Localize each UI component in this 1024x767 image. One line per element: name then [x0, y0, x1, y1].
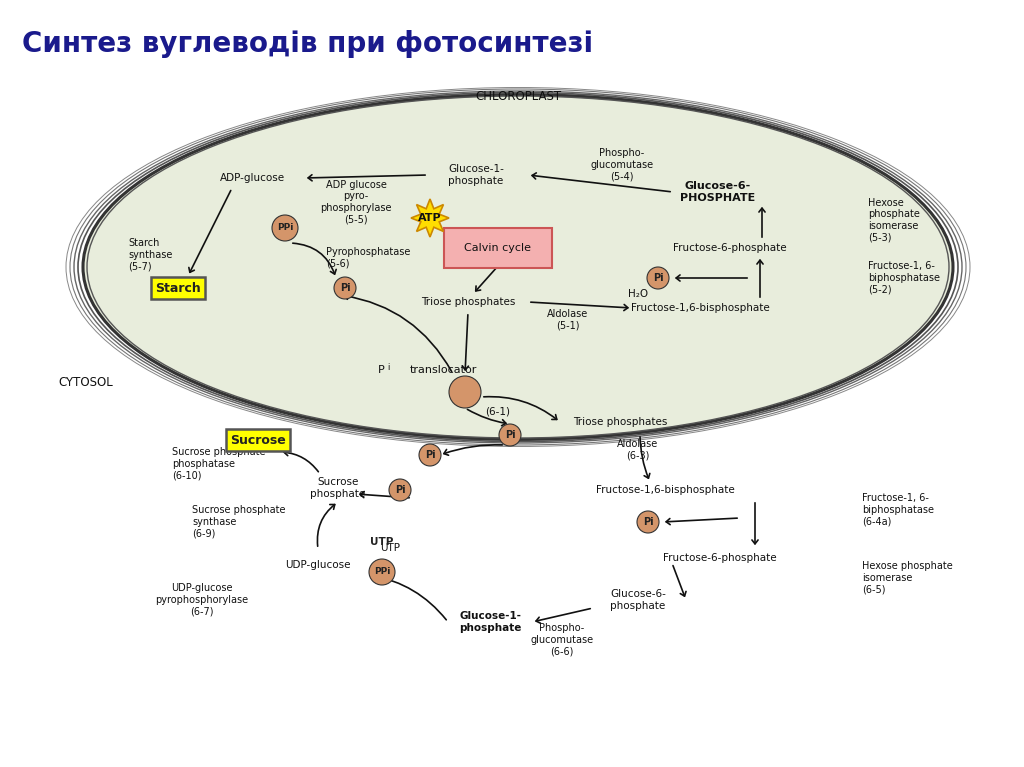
Text: Aldolase
(5-1): Aldolase (5-1)	[548, 309, 589, 331]
Circle shape	[647, 267, 669, 289]
Text: Triose phosphates: Triose phosphates	[421, 297, 515, 307]
Text: Calvin cycle: Calvin cycle	[465, 243, 531, 253]
Text: i: i	[387, 364, 389, 373]
Text: Glucose-1-
phosphate: Glucose-1- phosphate	[449, 164, 504, 186]
Circle shape	[449, 376, 481, 408]
Text: Pi: Pi	[425, 450, 435, 460]
Text: UDP-glucose: UDP-glucose	[286, 560, 351, 570]
Text: Fructose-1,6-bisphosphate: Fructose-1,6-bisphosphate	[631, 303, 769, 313]
Text: Aldolase
(6-3): Aldolase (6-3)	[617, 439, 658, 461]
Text: Pi: Pi	[643, 517, 653, 527]
Text: translocator: translocator	[410, 365, 477, 375]
Text: Pi: Pi	[340, 283, 350, 293]
Text: Fructose-6-phosphate: Fructose-6-phosphate	[664, 553, 777, 563]
Text: Glucose-6-
PHOSPHATE: Glucose-6- PHOSPHATE	[680, 181, 756, 202]
FancyBboxPatch shape	[444, 228, 552, 268]
Text: UDP-glucose
pyrophosphorylase
(6-7): UDP-glucose pyrophosphorylase (6-7)	[156, 584, 249, 617]
Text: Pi: Pi	[505, 430, 515, 440]
Text: ADP-glucose: ADP-glucose	[219, 173, 285, 183]
Text: UTP: UTP	[380, 543, 400, 553]
Text: Fructose-1, 6-
biphosphatase
(6-4a): Fructose-1, 6- biphosphatase (6-4a)	[862, 493, 934, 527]
Text: Fructose-1, 6-
biphosphatase
(5-2): Fructose-1, 6- biphosphatase (5-2)	[868, 262, 940, 295]
Text: UTP: UTP	[371, 537, 393, 547]
Text: Glucose-1-
phosphate: Glucose-1- phosphate	[459, 611, 521, 633]
Text: Sucrose
phosphate: Sucrose phosphate	[310, 477, 366, 499]
Text: CHLOROPLAST: CHLOROPLAST	[475, 90, 561, 103]
Text: Sucrose phosphate
phosphatase
(6-10): Sucrose phosphate phosphatase (6-10)	[172, 447, 265, 481]
Text: H₂O: H₂O	[628, 289, 648, 299]
Ellipse shape	[83, 94, 953, 439]
Text: Sucrose: Sucrose	[230, 433, 286, 446]
Circle shape	[334, 277, 356, 299]
Polygon shape	[411, 199, 449, 237]
Text: Hexose
phosphate
isomerase
(5-3): Hexose phosphate isomerase (5-3)	[868, 198, 920, 242]
Text: PPi: PPi	[374, 568, 390, 577]
Text: Phospho-
glucomutase
(5-4): Phospho- glucomutase (5-4)	[591, 148, 653, 182]
Text: P: P	[378, 365, 385, 375]
Text: (6-1): (6-1)	[485, 407, 510, 417]
Text: ATP: ATP	[418, 213, 441, 223]
Text: Starch
synthase
(5-7): Starch synthase (5-7)	[128, 239, 172, 272]
Text: CYTOSOL: CYTOSOL	[58, 376, 113, 389]
Text: Синтез вуглеводів при фотосинтезі: Синтез вуглеводів при фотосинтезі	[22, 30, 593, 58]
Text: Pi: Pi	[394, 485, 406, 495]
Text: Pi: Pi	[652, 273, 664, 283]
Circle shape	[499, 424, 521, 446]
Text: Triose phosphates: Triose phosphates	[572, 417, 668, 427]
Text: Glucose-6-
phosphate: Glucose-6- phosphate	[610, 589, 666, 611]
Text: ADP glucose
pyro-
phosphorylase
(5-5): ADP glucose pyro- phosphorylase (5-5)	[321, 179, 392, 225]
Circle shape	[272, 215, 298, 241]
Text: Phospho-
glucomutase
(6-6): Phospho- glucomutase (6-6)	[530, 624, 594, 657]
Text: Fructose-1,6-bisphosphate: Fructose-1,6-bisphosphate	[596, 485, 734, 495]
Circle shape	[389, 479, 411, 501]
Circle shape	[369, 559, 395, 585]
Text: Fructose-6-phosphate: Fructose-6-phosphate	[673, 243, 786, 253]
Text: Sucrose phosphate
synthase
(6-9): Sucrose phosphate synthase (6-9)	[193, 505, 286, 538]
Text: Starch: Starch	[155, 281, 201, 295]
Text: PPi: PPi	[276, 223, 293, 232]
Circle shape	[419, 444, 441, 466]
Text: Hexose phosphate
isomerase
(6-5): Hexose phosphate isomerase (6-5)	[862, 561, 952, 594]
Text: Pyrophosphatase
(5-6): Pyrophosphatase (5-6)	[326, 247, 411, 268]
Circle shape	[637, 511, 659, 533]
